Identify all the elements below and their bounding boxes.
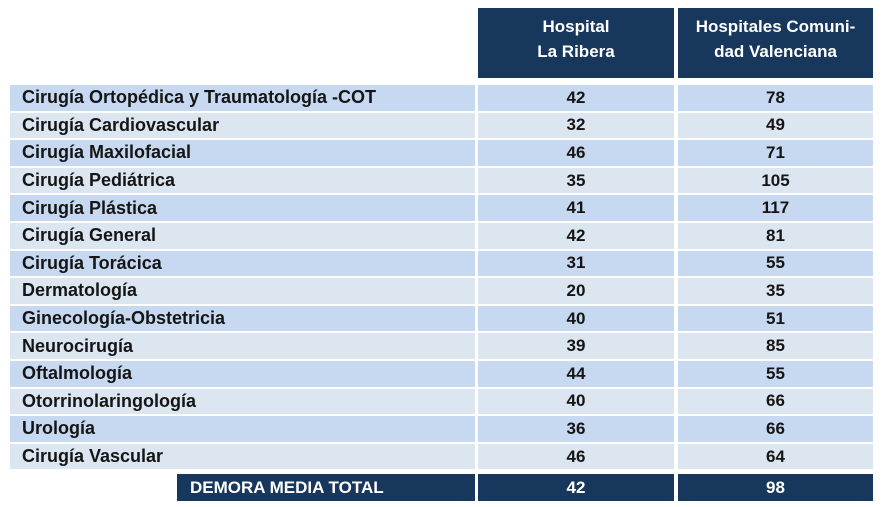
footer-total-label: DEMORA MEDIA TOTAL <box>177 474 475 502</box>
value-la-ribera: 42 <box>478 85 674 111</box>
value-comunidad-valenciana: 81 <box>678 222 873 249</box>
table-row: Otorrinolaringología 40 66 <box>10 388 873 415</box>
row-label: Urología <box>10 416 475 442</box>
header-line: dad Valenciana <box>714 42 837 61</box>
value-comunidad-valenciana: 35 <box>678 278 873 304</box>
row-label: Cirugía Torácica <box>10 250 475 277</box>
row-label: Ginecología-Obstetricia <box>10 305 475 332</box>
row-label: Neurocirugía <box>10 333 475 359</box>
row-label: Cirugía Cardiovascular <box>10 112 475 139</box>
value-la-ribera: 35 <box>478 167 674 194</box>
value-comunidad-valenciana: 66 <box>678 388 873 415</box>
value-la-ribera: 46 <box>478 443 674 470</box>
value-comunidad-valenciana: 49 <box>678 112 873 139</box>
waiting-times-table: Hospital La Ribera Hospitales Comuni- da… <box>10 8 873 502</box>
table-row: Cirugía Ortopédica y Traumatología -COT … <box>10 85 873 111</box>
value-comunidad-valenciana: 51 <box>678 305 873 332</box>
value-comunidad-valenciana: 85 <box>678 333 873 359</box>
table-row: Cirugía Maxilofacial 46 71 <box>10 140 873 166</box>
value-comunidad-valenciana: 78 <box>678 85 873 111</box>
header-line: La Ribera <box>537 42 615 61</box>
value-la-ribera: 40 <box>478 305 674 332</box>
value-comunidad-valenciana: 66 <box>678 416 873 442</box>
footer-spacer <box>10 474 177 501</box>
table-row: Cirugía Plástica 41 117 <box>10 195 873 221</box>
table-row: Neurocirugía 39 85 <box>10 333 873 359</box>
header-line: Hospital <box>542 17 610 36</box>
row-label: Cirugía Ortopédica y Traumatología -COT <box>10 85 475 111</box>
table-row: Urología 36 66 <box>10 416 873 442</box>
table-row: Dermatología 20 35 <box>10 278 873 304</box>
value-la-ribera: 31 <box>478 250 674 277</box>
table-row: Cirugía Pediátrica 35 105 <box>10 167 873 194</box>
value-comunidad-valenciana: 105 <box>678 167 873 194</box>
header-line: Hospitales Comuni- <box>695 17 856 36</box>
row-label: Cirugía General <box>10 222 475 249</box>
value-comunidad-valenciana: 55 <box>678 250 873 277</box>
row-label: Cirugía Plástica <box>10 195 475 221</box>
column-header-hospital-la-ribera: Hospital La Ribera <box>478 8 674 78</box>
row-label: Cirugía Vascular <box>10 443 475 470</box>
footer-total-comunidad-valenciana: 98 <box>678 474 873 502</box>
value-la-ribera: 46 <box>478 140 674 166</box>
column-header-hospitales-comunidad-valenciana: Hospitales Comuni- dad Valenciana <box>678 8 873 78</box>
value-comunidad-valenciana: 64 <box>678 443 873 470</box>
value-la-ribera: 32 <box>478 112 674 139</box>
value-la-ribera: 44 <box>478 360 674 387</box>
table-row: Cirugía Vascular 46 64 <box>10 443 873 470</box>
value-comunidad-valenciana: 117 <box>678 195 873 221</box>
value-la-ribera: 41 <box>478 195 674 221</box>
value-la-ribera: 20 <box>478 278 674 304</box>
footer-total-la-ribera: 42 <box>478 474 674 502</box>
table-row: Cirugía Torácica 31 55 <box>10 250 873 277</box>
header-empty-cell <box>10 8 475 78</box>
table-footer-row: DEMORA MEDIA TOTAL 42 98 <box>10 474 873 502</box>
table-row: Cirugía General 42 81 <box>10 222 873 249</box>
row-label: Cirugía Maxilofacial <box>10 140 475 166</box>
row-label: Dermatología <box>10 278 475 304</box>
row-label: Otorrinolaringología <box>10 388 475 415</box>
table-row: Ginecología-Obstetricia 40 51 <box>10 305 873 332</box>
table-row: Oftalmología 44 55 <box>10 360 873 387</box>
value-comunidad-valenciana: 55 <box>678 360 873 387</box>
value-la-ribera: 36 <box>478 416 674 442</box>
value-la-ribera: 40 <box>478 388 674 415</box>
value-comunidad-valenciana: 71 <box>678 140 873 166</box>
row-label: Oftalmología <box>10 360 475 387</box>
value-la-ribera: 39 <box>478 333 674 359</box>
value-la-ribera: 42 <box>478 222 674 249</box>
row-label: Cirugía Pediátrica <box>10 167 475 194</box>
table-header-row: Hospital La Ribera Hospitales Comuni- da… <box>10 8 873 78</box>
table-row: Cirugía Cardiovascular 32 49 <box>10 112 873 139</box>
